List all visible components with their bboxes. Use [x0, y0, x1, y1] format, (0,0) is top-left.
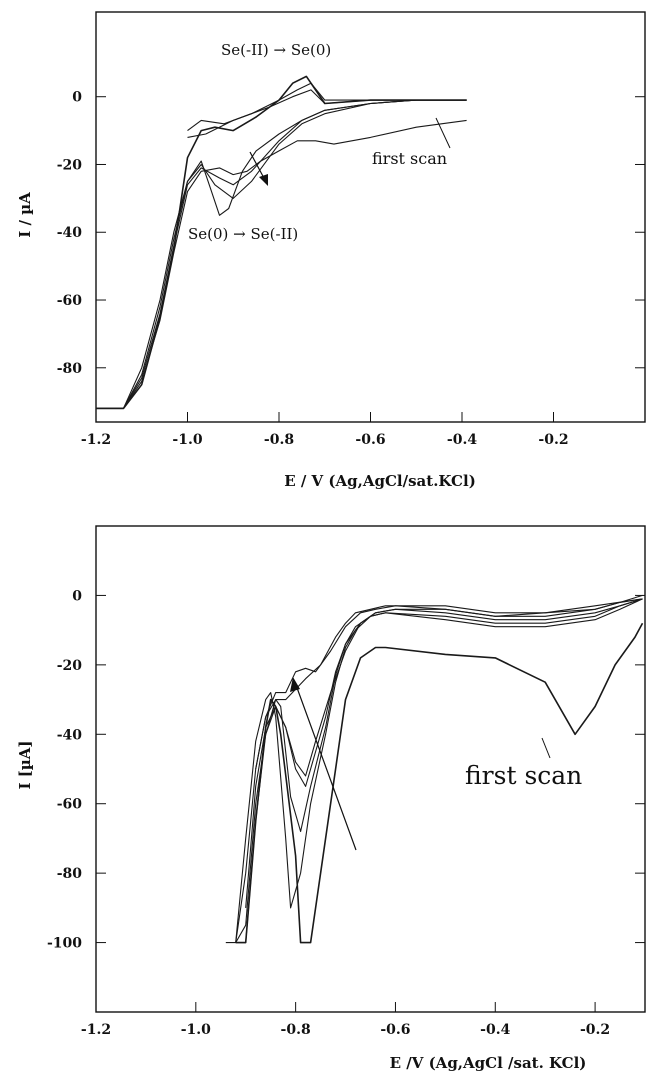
cv-scan-line-top-6 — [187, 82, 467, 132]
cv-scan-line-bottom-3 — [235, 598, 643, 944]
annotation-first-scan-top: first scan — [372, 149, 447, 168]
y-tick-label: -60 — [57, 293, 83, 309]
y-tick-label: -100 — [47, 936, 82, 952]
tick-marks-bottom — [95, 594, 645, 1012]
series-group-top — [96, 75, 467, 410]
chart-bottom: -1.2 -1.0 -0.8 -0.6 -0.4 -0.2 0 -20 -40 -60 -80 -10… — [16, 525, 646, 1072]
cv-scan-line-bottom-1 — [235, 622, 644, 944]
x-tick-label: -0.8 — [264, 432, 294, 448]
x-tick-label: -1.0 — [181, 1022, 211, 1038]
scan-direction-arrowhead-bottom — [290, 677, 300, 692]
first-scan-pointer-bottom — [541, 737, 551, 759]
x-tick-label: -0.6 — [355, 432, 385, 448]
x-tick-label: -1.2 — [81, 432, 111, 448]
x-tick-label: -0.8 — [281, 1022, 311, 1038]
x-tick-label: -0.6 — [380, 1022, 410, 1038]
x-tick-label: -0.2 — [580, 1022, 610, 1038]
x-axis-label-top: E / V (Ag,AgCl/sat.KCl) — [284, 472, 476, 490]
y-axis-label-bottom: I [µA] — [16, 740, 34, 789]
chart-top: -1.2 -1.0 -0.8 -0.6 -0.4 -0.2 0 -20 -40 -60 -80 E … — [16, 11, 646, 490]
y-tick-label: 0 — [72, 90, 82, 106]
scan-direction-arrowhead-top — [259, 174, 268, 186]
annotation-oxidation: Se(-II) → Se(0) — [221, 41, 331, 59]
x-tick-label: -0.4 — [447, 432, 477, 448]
tick-marks-top — [95, 96, 645, 422]
y-tick-label: -80 — [57, 866, 83, 882]
y-tick-label: -20 — [57, 157, 83, 173]
scan-direction-arrow-top — [249, 151, 266, 181]
cv-scan-line-top-3 — [96, 99, 467, 409]
first-scan-pointer-top — [435, 117, 451, 149]
cv-scan-line-bottom-2 — [225, 598, 643, 944]
cv-scan-line-top-2 — [96, 99, 467, 409]
tick-labels-top: -1.2 -1.0 -0.8 -0.6 -0.4 -0.2 0 -20 -40 -60 -80 — [57, 90, 569, 448]
plot-frame-bottom — [95, 525, 646, 1013]
cv-scan-line-bottom-5 — [245, 598, 643, 908]
tick-labels-bottom: -1.2 -1.0 -0.8 -0.6 -0.4 -0.2 0 -20 -40 -60 -80 -10… — [47, 588, 610, 1038]
y-tick-label: -20 — [57, 658, 83, 674]
y-tick-label: 0 — [72, 588, 82, 604]
y-tick-label: -40 — [57, 225, 83, 241]
x-tick-label: -1.2 — [81, 1022, 111, 1038]
y-axis-label-top: I / µA — [16, 192, 34, 238]
x-tick-label: -0.2 — [538, 432, 568, 448]
cv-scan-line-bottom-6 — [255, 598, 643, 770]
x-tick-label: -1.0 — [172, 432, 202, 448]
x-axis-label-bottom: E /V (Ag,AgCl /sat. KCl) — [390, 1054, 587, 1072]
cv-scan-line-bottom-7 — [235, 594, 643, 943]
scan-direction-arrow-bottom — [295, 684, 357, 851]
cv-scan-line-top-5 — [96, 119, 467, 409]
cv-scan-line-top-7 — [187, 89, 467, 138]
cv-scan-line-top-4 — [96, 99, 467, 409]
x-tick-label: -0.4 — [480, 1022, 510, 1038]
series-group-bottom — [225, 594, 644, 944]
cv-scan-line-bottom-4 — [235, 598, 643, 943]
y-tick-label: -80 — [57, 361, 83, 377]
annotation-first-scan-bottom: first scan — [465, 761, 582, 790]
y-tick-label: -60 — [57, 797, 83, 813]
annotation-reduction: Se(0) → Se(-II) — [188, 225, 298, 243]
y-tick-label: -40 — [57, 727, 83, 743]
